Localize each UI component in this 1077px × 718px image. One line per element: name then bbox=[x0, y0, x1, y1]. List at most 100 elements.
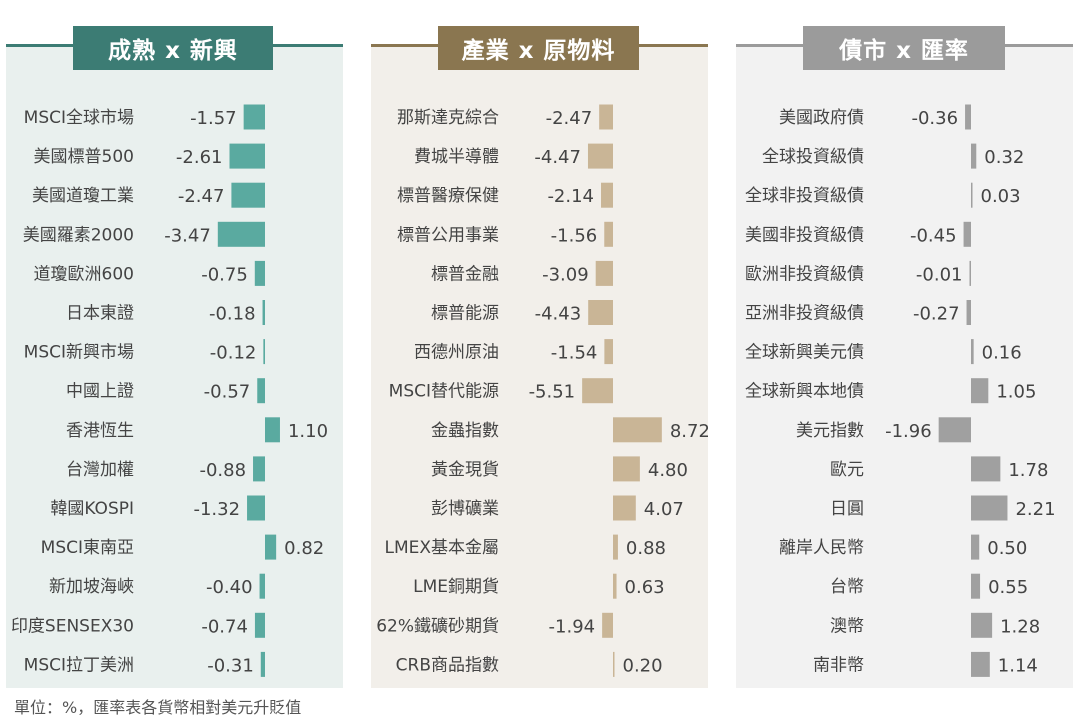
value-label: -1.32 bbox=[193, 499, 240, 520]
category-label: 全球非投資級債 bbox=[745, 186, 864, 206]
value-label: 1.10 bbox=[288, 421, 328, 442]
value-label: 0.50 bbox=[987, 538, 1027, 559]
value-label: 0.03 bbox=[981, 186, 1021, 207]
panel-bond-fx: 債市 x 匯率 美國政府債 -0.36 全球投資級債 0.32 全球非投資級債 0.03 美… bbox=[736, 26, 1073, 688]
category-label: 印度SENSEX30 bbox=[11, 616, 134, 636]
panel-sector-commodity: 產業 x 原物料 那斯達克綜合 -2.47 費城半導體 -4.47 標普醫療保健 -2.1… bbox=[371, 26, 708, 688]
category-label: 台灣加權 bbox=[66, 460, 134, 480]
bar bbox=[613, 495, 636, 521]
value-label: -0.74 bbox=[201, 616, 248, 637]
bar-chart-bond-fx: 美國政府債 -0.36 全球投資級債 0.32 全球非投資級債 0.03 美國非投資級債 -0… bbox=[745, 104, 1056, 677]
panel-title: 成熟 x 新興 bbox=[73, 26, 273, 70]
category-label: 那斯達克綜合 bbox=[397, 108, 499, 128]
bar bbox=[971, 378, 989, 404]
value-label: -2.47 bbox=[178, 186, 225, 207]
bar bbox=[587, 143, 613, 169]
category-label: 費城半導體 bbox=[414, 147, 499, 167]
value-label: -0.27 bbox=[913, 304, 960, 325]
bar bbox=[613, 651, 615, 677]
value-label: 2.21 bbox=[1015, 499, 1055, 520]
category-label: 道瓊歐洲600 bbox=[34, 264, 134, 284]
bar bbox=[254, 260, 265, 286]
bar bbox=[262, 300, 265, 325]
category-label: 全球新興本地債 bbox=[745, 382, 864, 402]
category-label: 美元指數 bbox=[796, 421, 864, 441]
value-label: 0.32 bbox=[984, 147, 1024, 168]
category-label: 西德州原油 bbox=[414, 343, 499, 363]
bar bbox=[602, 612, 613, 638]
value-label: 8.72 bbox=[670, 421, 708, 442]
bar bbox=[971, 456, 1001, 482]
bar bbox=[265, 534, 277, 560]
category-label: 美國羅素2000 bbox=[23, 225, 134, 245]
value-label: -0.01 bbox=[916, 264, 963, 285]
category-label: CRB商品指數 bbox=[396, 655, 499, 675]
category-label: 香港恆生 bbox=[66, 421, 134, 441]
category-label: MSCI替代能源 bbox=[389, 382, 499, 402]
bar-chart-sector-commodity: 那斯達克綜合 -2.47 費城半導體 -4.47 標普醫療保健 -2.14 標普公用事業 -1… bbox=[376, 104, 708, 677]
bar bbox=[613, 573, 617, 599]
value-label: -0.88 bbox=[199, 460, 246, 481]
bar bbox=[599, 104, 613, 130]
category-label: 標普金融 bbox=[431, 264, 499, 284]
panel-title: 債市 x 匯率 bbox=[803, 26, 1005, 70]
bar bbox=[231, 182, 265, 208]
bar bbox=[265, 417, 280, 443]
category-label: 南非幣 bbox=[813, 655, 864, 675]
bar bbox=[965, 104, 971, 130]
value-label: -4.43 bbox=[535, 304, 582, 325]
value-label: -2.47 bbox=[546, 108, 593, 129]
bar bbox=[613, 456, 640, 482]
bar bbox=[588, 300, 613, 325]
value-label: 0.55 bbox=[988, 577, 1028, 598]
value-label: -4.47 bbox=[534, 147, 581, 168]
bar bbox=[257, 378, 265, 404]
category-label: 美國道瓊工業 bbox=[32, 186, 134, 206]
category-label: 亞洲非投資級債 bbox=[745, 304, 864, 324]
bar bbox=[253, 456, 265, 482]
bar bbox=[963, 221, 971, 247]
bar bbox=[595, 260, 613, 286]
category-label: 美國政府債 bbox=[779, 108, 864, 128]
category-label: LME銅期貨 bbox=[413, 577, 499, 597]
value-label: -0.18 bbox=[209, 304, 256, 325]
category-label: 日本東證 bbox=[66, 304, 134, 324]
value-label: -1.57 bbox=[190, 108, 237, 129]
value-label: -1.54 bbox=[551, 343, 598, 364]
value-label: -2.61 bbox=[176, 147, 223, 168]
bar bbox=[971, 339, 974, 365]
bar bbox=[217, 221, 265, 247]
value-label: -1.94 bbox=[549, 616, 596, 637]
panel-background bbox=[6, 44, 343, 688]
bar bbox=[969, 260, 971, 286]
category-label: 全球新興美元債 bbox=[745, 343, 864, 363]
bar bbox=[582, 378, 613, 404]
category-label: 韓國KOSPI bbox=[50, 499, 134, 519]
category-label: MSCI全球市場 bbox=[24, 108, 134, 128]
value-label: 1.05 bbox=[996, 382, 1036, 403]
category-label: 美國標普500 bbox=[34, 147, 134, 167]
bar bbox=[229, 143, 265, 169]
value-label: 4.80 bbox=[648, 460, 688, 481]
value-label: -0.75 bbox=[201, 264, 248, 285]
footnote: 單位：%，匯率表各貨幣相對美元升貶值 bbox=[14, 698, 302, 717]
bar bbox=[971, 534, 980, 560]
bar bbox=[601, 182, 613, 208]
category-label: 美國非投資級債 bbox=[745, 225, 864, 245]
value-label: 0.88 bbox=[626, 538, 666, 559]
bar bbox=[259, 573, 265, 599]
bar bbox=[263, 339, 265, 365]
category-label: 台幣 bbox=[830, 577, 864, 597]
bar bbox=[971, 495, 1008, 521]
category-label: 離岸人民幣 bbox=[779, 538, 864, 558]
category-label: 金蟲指數 bbox=[431, 421, 499, 441]
bar bbox=[254, 612, 265, 638]
value-label: 1.78 bbox=[1008, 460, 1048, 481]
bar bbox=[613, 534, 618, 560]
value-label: -0.45 bbox=[910, 225, 957, 246]
value-label: -1.56 bbox=[551, 225, 598, 246]
category-label: 標普公用事業 bbox=[397, 225, 499, 245]
value-label: 4.07 bbox=[644, 499, 684, 520]
bar bbox=[613, 417, 662, 443]
bar bbox=[604, 339, 613, 365]
